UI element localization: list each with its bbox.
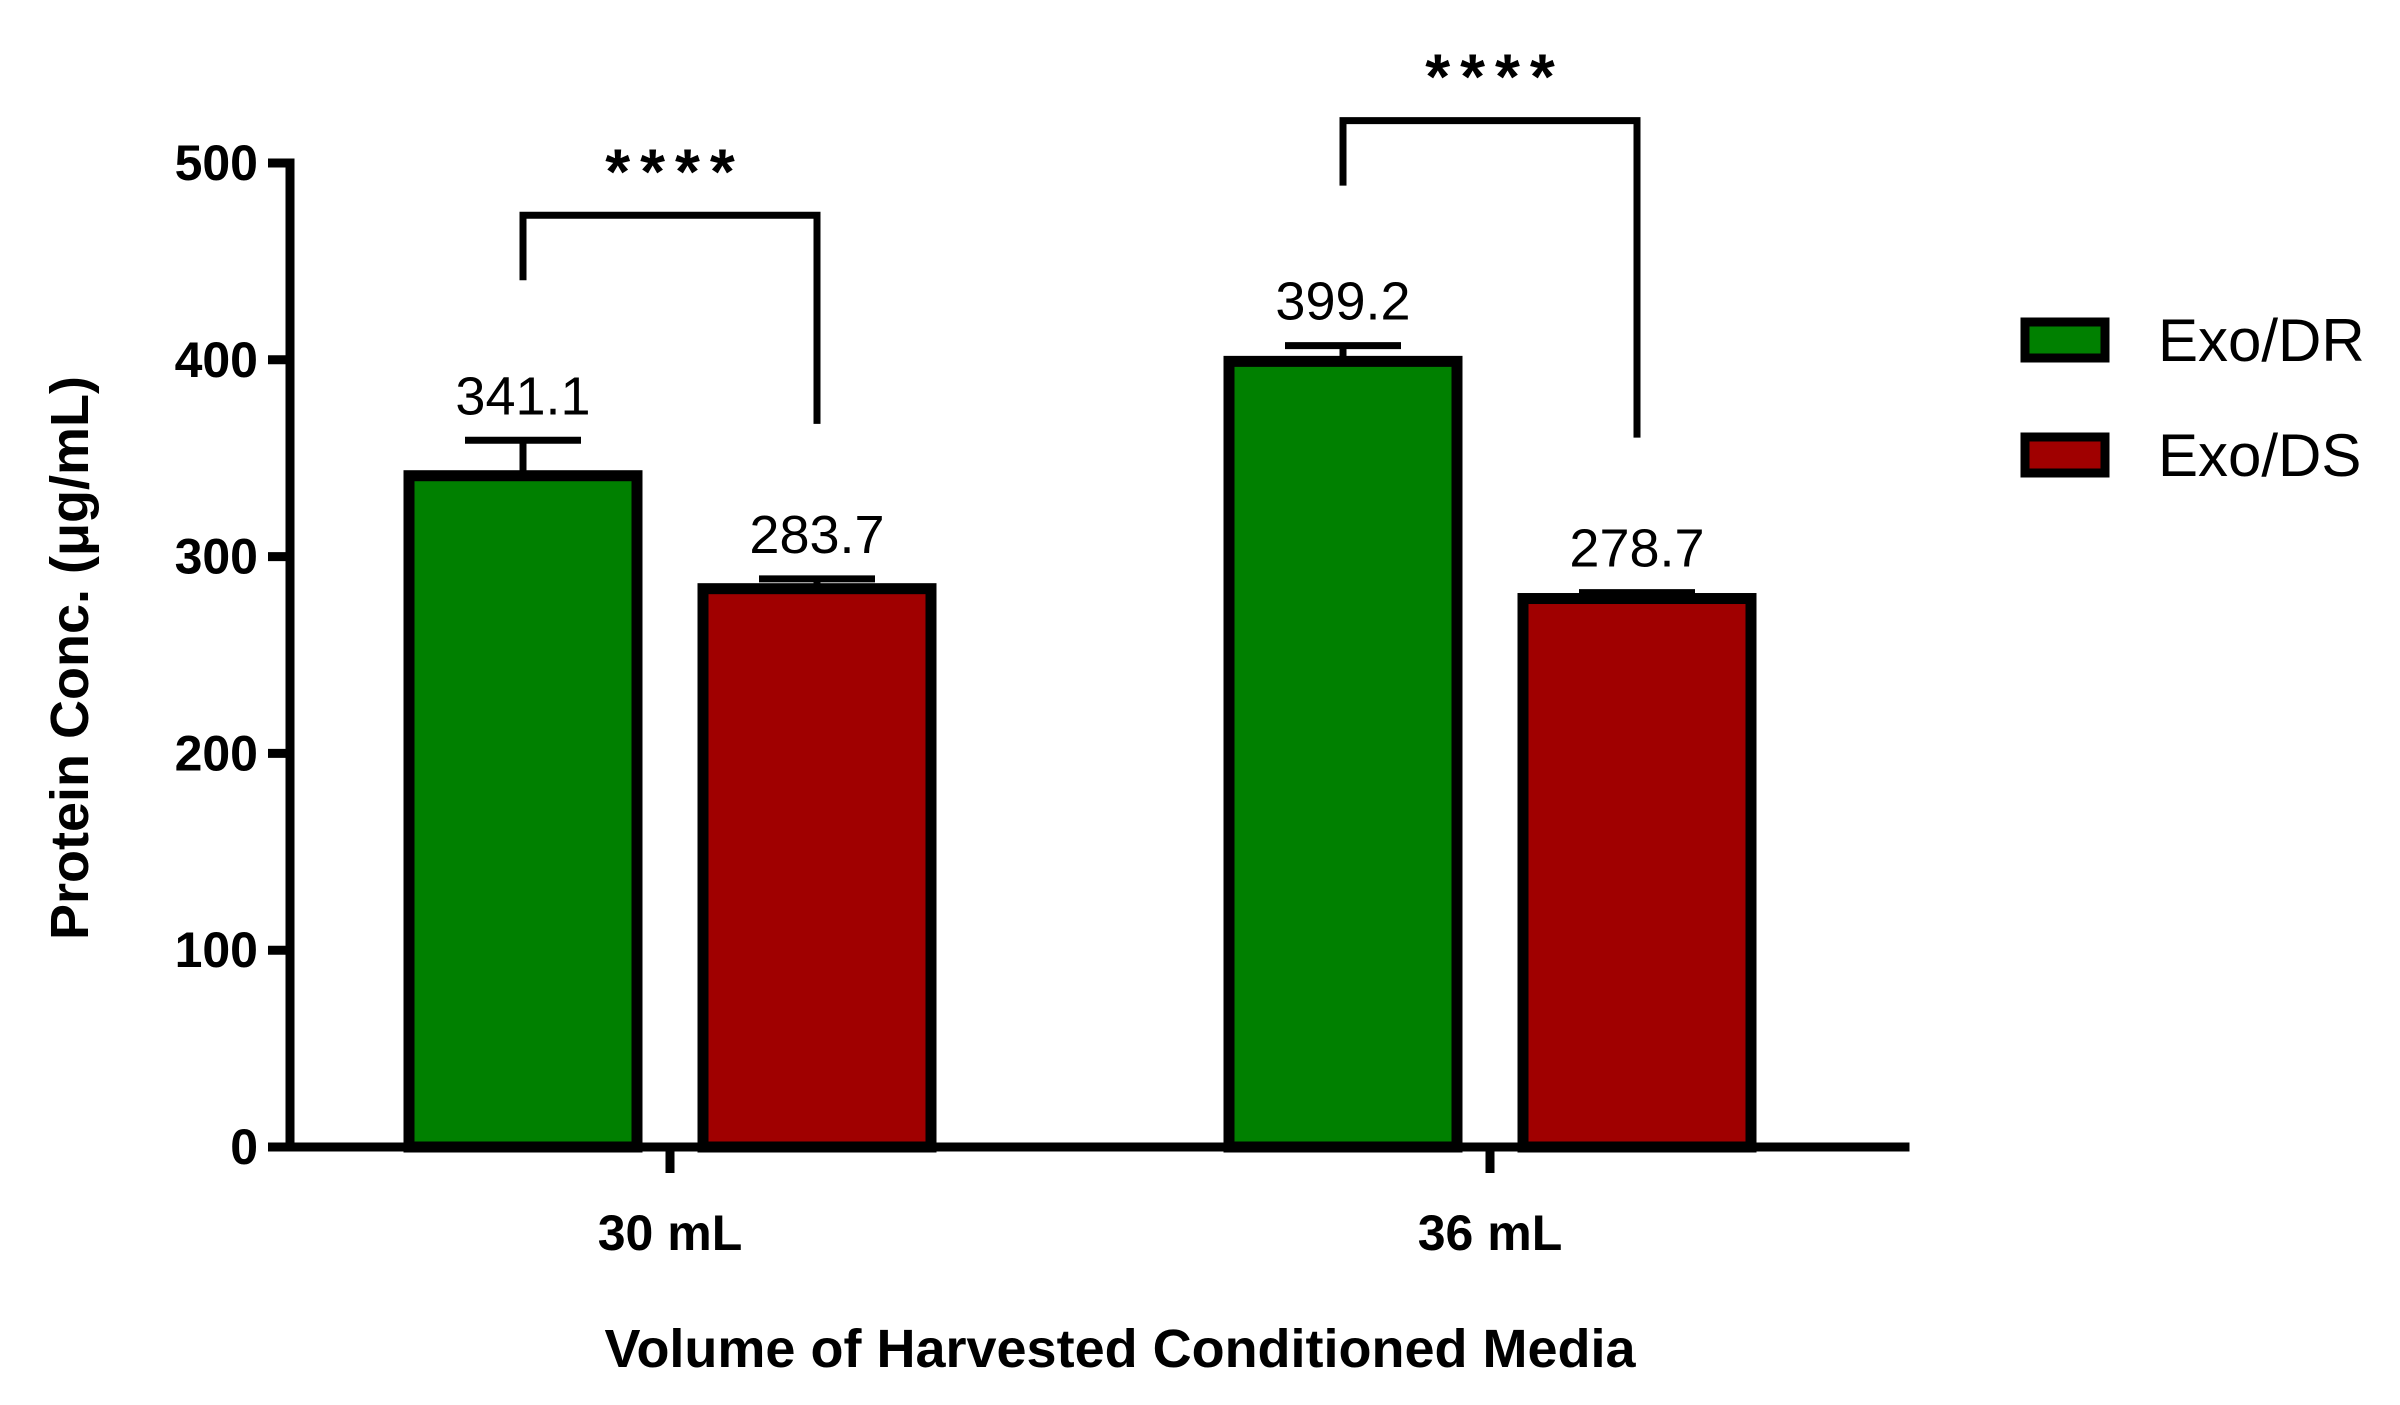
bar [697, 583, 937, 1153]
significance-label: **** [1425, 41, 1565, 113]
significance-bracket [1339, 117, 1641, 438]
data-label: 341.1 [455, 366, 590, 426]
data-label: 283.7 [749, 505, 884, 565]
y-tick-label: 400 [175, 332, 258, 388]
legend-label: Exo/DR [2158, 307, 2365, 374]
bar [403, 470, 643, 1153]
legend-swatch [2020, 317, 2110, 363]
legend-swatch [2020, 432, 2110, 478]
y-tick-label: 0 [230, 1119, 258, 1175]
y-tick-label: 300 [175, 529, 258, 585]
significance-bracket [519, 211, 821, 424]
bar [1517, 593, 1757, 1153]
x-axis-title: Volume of Harvested Conditioned Media [604, 1319, 1636, 1379]
y-tick-label: 500 [175, 135, 258, 191]
legend: Exo/DR Exo/DS [2020, 307, 2365, 489]
x-tick-label: 30 mL [598, 1205, 743, 1261]
y-tick-label: 100 [175, 922, 258, 978]
bar [1223, 355, 1463, 1153]
significance-label: **** [605, 135, 745, 207]
significance-brackets: **** **** [519, 41, 1641, 438]
y-axis-title: Protein Conc. (μg/mL) [40, 376, 100, 940]
legend-label: Exo/DS [2158, 422, 2361, 489]
data-label: 399.2 [1275, 272, 1410, 332]
bars: 341.1 399.2 283.7 278.7 [403, 272, 1757, 1153]
data-label: 278.7 [1569, 519, 1704, 579]
x-tick-label: 36 mL [1418, 1205, 1563, 1261]
y-tick-label: 200 [175, 725, 258, 781]
